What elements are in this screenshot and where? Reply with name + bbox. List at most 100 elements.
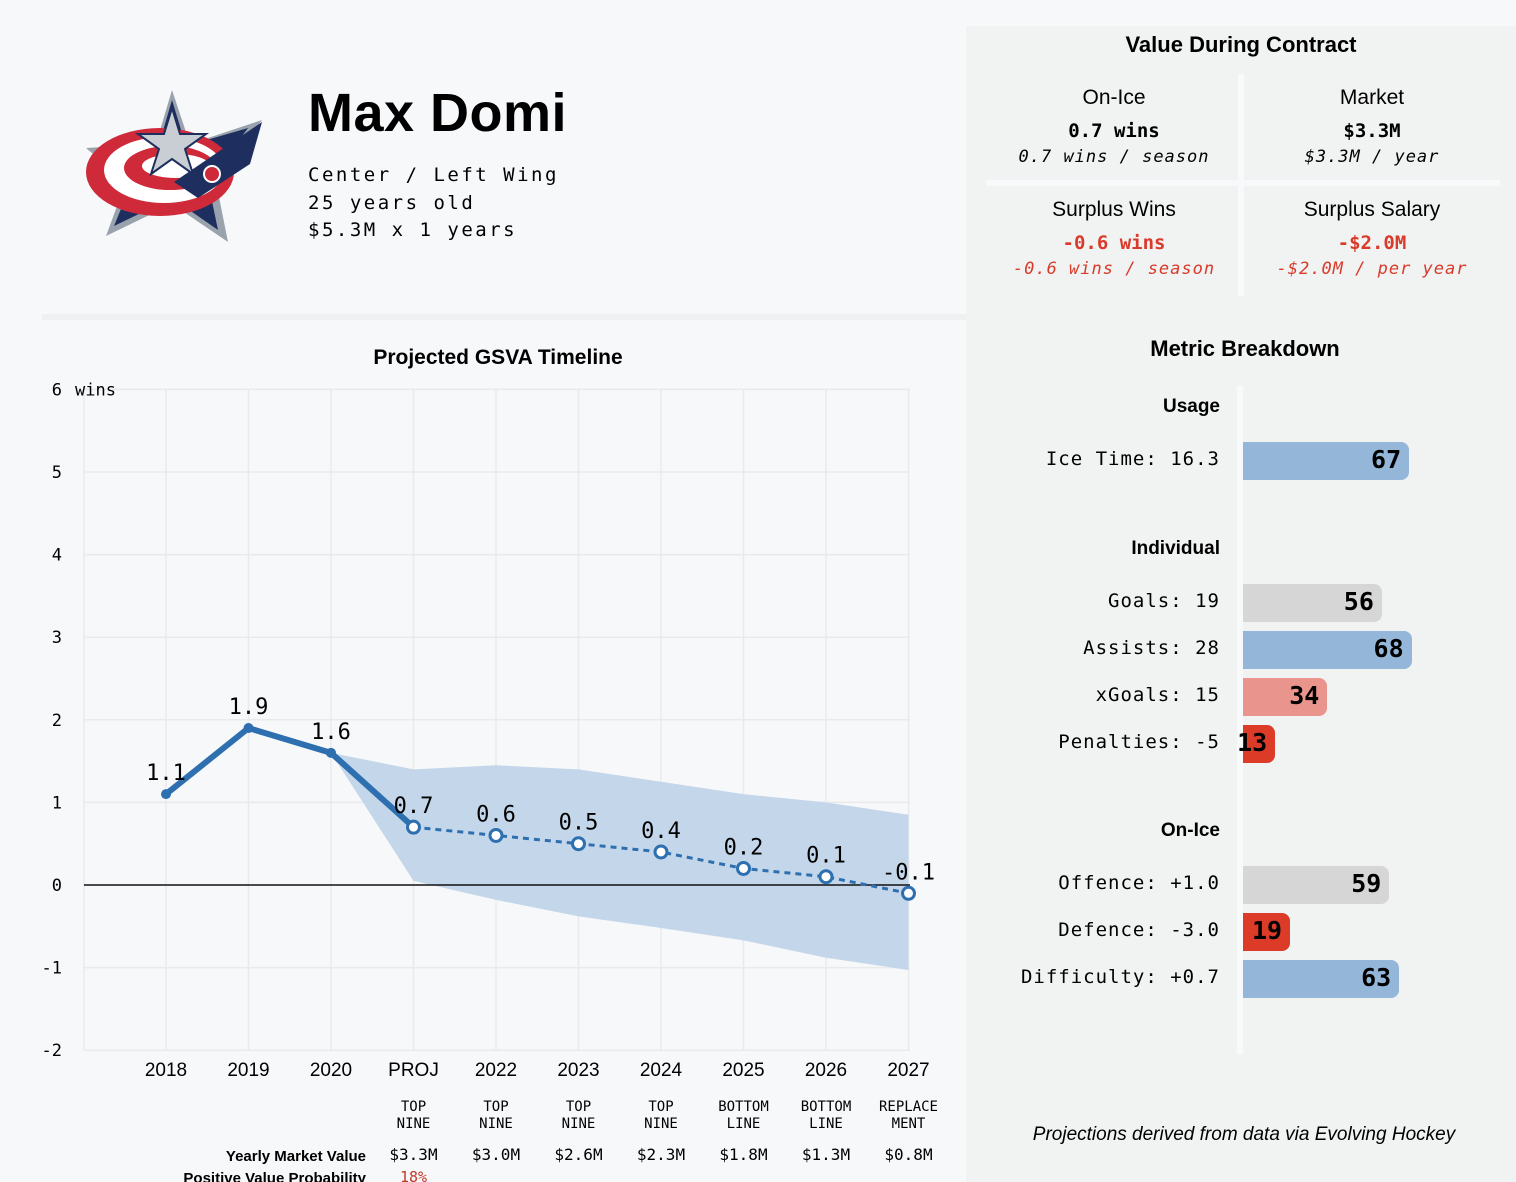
data-label: 0.6 [476,802,516,827]
player-position: Center / Left Wing [308,164,559,186]
y-tick-label: 6 [52,380,62,400]
projection-band [331,752,909,971]
on-ice-label: On-Ice [1082,86,1146,109]
metric-bar: 19 [1243,913,1291,951]
x-tick-label: 2026 [805,1060,847,1081]
metric-label: Offence: +1.0 [1058,872,1220,894]
surplus-salary-cell: Surplus Salary -$2.0M -$2.0M / per year [1244,198,1500,279]
yearly-market-value: $1.8M [719,1145,767,1164]
y-tick-label: 1 [52,793,62,813]
y-tick-label: 0 [52,876,62,896]
metric-breakdown-title: Metric Breakdown [1150,336,1340,361]
metric-bar: 59 [1243,866,1390,904]
on-ice-sub: 0.7 wins / season [1018,147,1210,167]
metric-percentile: 63 [1361,963,1392,992]
data-point [571,836,586,852]
y-tick-label: -1 [42,959,62,979]
metric-group-title: On-Ice [1160,820,1220,841]
y-tick-label: 2 [52,711,62,731]
role-label: TOP [566,1099,591,1115]
yearly-market-value: $2.6M [554,1145,602,1164]
team-logo-graphic [86,90,262,242]
surplus-salary-value: -$2.0M [1337,232,1407,254]
positive-value-probability: 18% [400,1168,427,1182]
yearly-market-value: $2.3M [637,1145,685,1164]
market-cell: Market $3.3M $3.3M / year [1244,86,1500,167]
metric-percentile: 59 [1351,869,1382,898]
metric-percentile: 19 [1252,916,1283,945]
data-point [161,789,171,800]
metric-label: Defence: -3.0 [1058,919,1220,941]
role-label: TOP [648,1099,673,1115]
data-point [818,869,834,885]
historical-line [164,725,416,830]
role-label: NINE [644,1116,678,1132]
metric-bar: 67 [1243,442,1410,480]
role-label: BOTTOM [718,1099,769,1115]
data-point [901,885,916,901]
metric-label: Penalties: -5 [1058,731,1220,753]
player-contract: $5.3M x 1 years [308,219,518,241]
x-tick-label: 2020 [310,1060,352,1081]
data-label: 0.4 [641,819,681,844]
role-label: TOP [401,1099,426,1115]
metric-label: Ice Time: 16.3 [1045,448,1220,470]
metric-bar: 63 [1243,960,1400,998]
header-divider [42,314,966,320]
x-tick-label: 2022 [475,1060,517,1081]
data-point [488,827,504,843]
surplus-wins-cell: Surplus Wins -0.6 wins -0.6 wins / seaso… [986,198,1242,279]
data-label: 1.9 [229,695,269,720]
metric-percentile: 13 [1237,728,1268,757]
x-tick-label: 2018 [145,1060,187,1081]
value-grid-horizontal-divider [986,180,1500,186]
metric-group-title: Individual [1131,538,1220,559]
role-label: TOP [483,1099,508,1115]
x-tick-label: PROJ [388,1060,439,1081]
role-label: REPLACE [879,1099,938,1115]
player-name: Max Domi [308,83,568,143]
metric-group-title: Usage [1162,396,1220,417]
market-sub: $3.3M / year [1304,147,1440,167]
yearly-market-value: $1.3M [802,1145,850,1164]
metric-percentile: 67 [1371,445,1402,474]
role-label: LINE [727,1116,761,1132]
surplus-salary-label: Surplus Salary [1303,198,1441,221]
data-label: 1.6 [311,720,351,745]
data-label: 1.1 [146,761,186,786]
surplus-wins-sub: -0.6 wins / season [1012,259,1216,279]
chart-title: Projected GSVA Timeline [373,346,623,369]
data-point [406,819,421,835]
x-tick-label: 2024 [640,1060,683,1081]
market-value: $3.3M [1343,120,1401,142]
on-ice-cell: On-Ice 0.7 wins 0.7 wins / season [986,86,1242,167]
surplus-wins-label: Surplus Wins [1052,198,1176,221]
positive-value-probability-label: Positive Value Probability [183,1170,366,1182]
data-point [326,747,336,758]
x-tick-label: 2027 [887,1060,929,1081]
metric-bar: 34 [1243,678,1328,716]
metric-label: xGoals: 15 [1095,684,1220,706]
y-axis-unit-label: wins [75,380,116,400]
y-tick-label: -2 [42,1041,62,1061]
data-label: 0.7 [394,794,434,819]
role-label: NINE [562,1116,596,1132]
y-tick-label: 4 [52,546,62,566]
metric-label: Assists: 28 [1083,637,1220,659]
metric-bar: 56 [1243,584,1382,622]
yearly-market-value: $0.8M [884,1145,932,1164]
metric-bar-axis [1237,386,1243,1054]
role-label: NINE [479,1116,513,1132]
data-label: 0.2 [724,835,764,860]
surplus-wins-value: -0.6 wins [1062,232,1166,254]
metric-percentile: 68 [1373,634,1404,663]
market-label: Market [1339,86,1405,109]
data-point [736,860,751,876]
player-age: 25 years old [308,192,476,214]
y-tick-label: 3 [52,628,62,648]
data-label: -0.1 [882,860,935,885]
value-panel: Value During Contract On-Ice 0.7 wins 0.… [966,26,1516,1182]
yearly-market-value-label: Yearly Market Value [226,1148,366,1165]
x-tick-label: 2019 [227,1060,269,1081]
metric-label: Goals: 19 [1108,590,1220,612]
